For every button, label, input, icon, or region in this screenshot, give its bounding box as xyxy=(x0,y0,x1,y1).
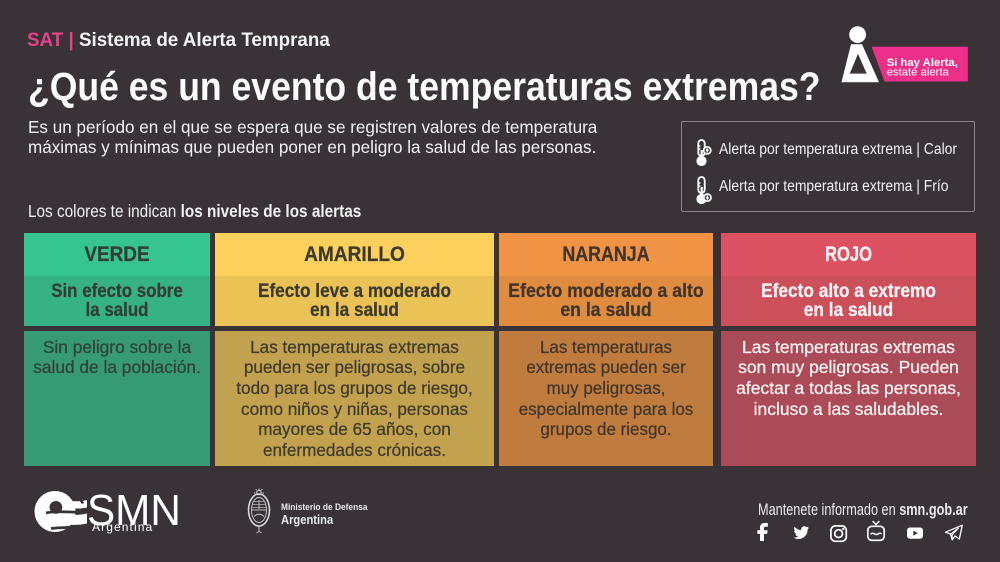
svg-text:Si hay Alerta,: Si hay Alerta, xyxy=(887,57,958,69)
svg-text:estate alerta: estate alerta xyxy=(887,67,950,79)
